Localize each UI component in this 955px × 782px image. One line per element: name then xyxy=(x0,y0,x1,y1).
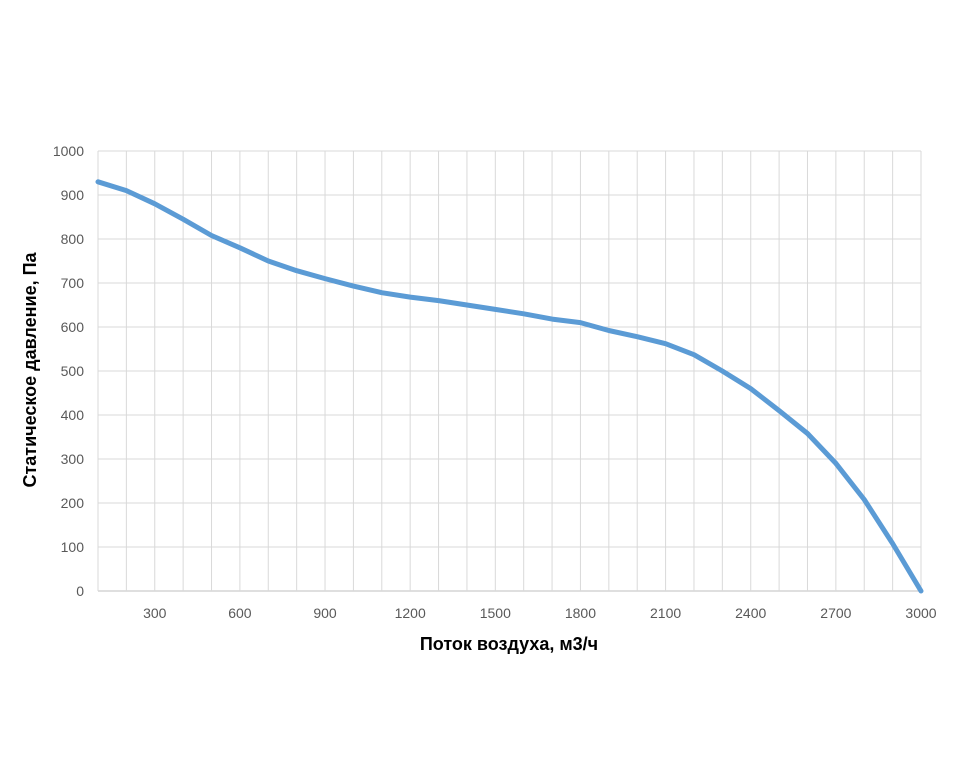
x-tick-label: 2100 xyxy=(650,605,681,621)
x-tick-label: 1200 xyxy=(395,605,426,621)
x-tick-label: 2400 xyxy=(735,605,766,621)
y-axis-title: Статическое давление, Па xyxy=(20,251,40,487)
x-axis-ticks: 300 600 900 1200 1500 1800 2100 2400 2700 3000 xyxy=(143,605,937,621)
grid-lines xyxy=(97,150,922,592)
x-tick-label: 300 xyxy=(143,605,167,621)
y-tick-label: 700 xyxy=(61,275,85,291)
y-tick-label: 300 xyxy=(61,451,85,467)
y-tick-label: 500 xyxy=(61,363,85,379)
y-tick-label: 600 xyxy=(61,319,85,335)
y-tick-label: 1000 xyxy=(53,143,84,159)
y-tick-label: 200 xyxy=(61,495,85,511)
y-tick-label: 400 xyxy=(61,407,85,423)
x-tick-label: 2700 xyxy=(820,605,851,621)
y-axis-ticks: 0 100 200 300 400 500 600 700 800 900 1000 xyxy=(53,143,84,599)
x-axis-title: Поток воздуха, м3/ч xyxy=(420,634,598,654)
y-tick-label: 100 xyxy=(61,539,85,555)
series-lines xyxy=(95,179,924,594)
series-line xyxy=(95,179,924,594)
x-tick-label: 1800 xyxy=(565,605,596,621)
x-tick-label: 1500 xyxy=(480,605,511,621)
x-tick-label: 600 xyxy=(228,605,252,621)
y-tick-label: 0 xyxy=(76,583,84,599)
y-tick-label: 900 xyxy=(61,187,85,203)
x-tick-label: 3000 xyxy=(905,605,936,621)
y-tick-label: 800 xyxy=(61,231,85,247)
x-tick-label: 900 xyxy=(313,605,337,621)
